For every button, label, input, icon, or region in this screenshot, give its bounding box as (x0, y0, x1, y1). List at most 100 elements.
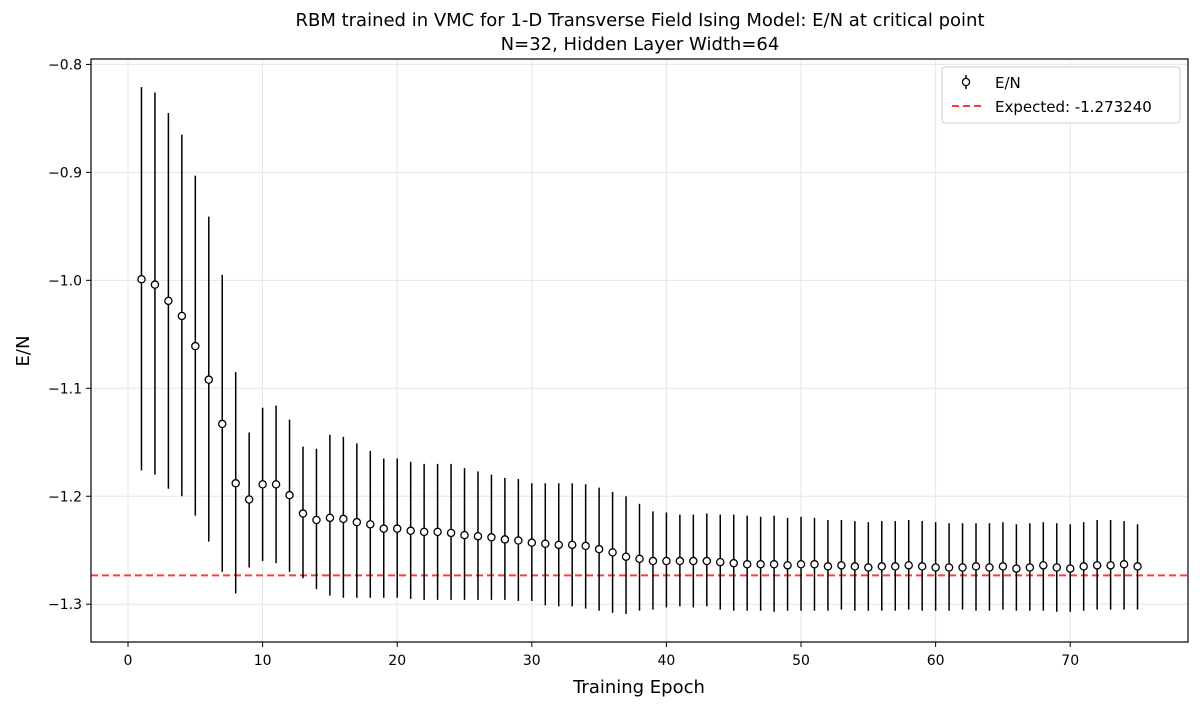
data-point (312, 515, 321, 525)
legend-label-series: E/N (995, 74, 1021, 92)
x-tick-label: 20 (388, 653, 406, 669)
data-point (352, 517, 362, 527)
data-point (406, 526, 415, 536)
x-tick-label: 60 (927, 653, 945, 669)
data-point (217, 419, 227, 429)
data-point (837, 561, 846, 570)
data-point (419, 527, 429, 537)
data-point (177, 311, 187, 321)
data-point (1106, 561, 1115, 570)
data-point (379, 524, 389, 533)
data-point (702, 556, 712, 566)
x-tick-label: 10 (254, 653, 272, 669)
data-point (608, 548, 617, 557)
data-point (1052, 563, 1062, 572)
grid (91, 59, 1188, 642)
legend-marker-icon (961, 77, 971, 87)
data-point (1092, 561, 1102, 570)
data-point (487, 533, 496, 542)
data-point (339, 514, 348, 524)
data-point (473, 531, 483, 541)
x-tick-label: 40 (658, 653, 676, 669)
y-tick-label: −0.9 (48, 165, 82, 181)
data-point (1119, 560, 1129, 569)
y-tick-label: −1.1 (48, 381, 82, 397)
data-point (392, 524, 402, 533)
y-tick-label: −0.8 (48, 57, 82, 73)
legend: E/N Expected: -1.273240 (941, 66, 1181, 124)
data-point (1065, 564, 1075, 573)
x-tick-label: 50 (792, 653, 810, 669)
data-point (662, 556, 671, 566)
data-point (1025, 563, 1035, 572)
data-point (931, 563, 940, 572)
data-point (823, 562, 833, 571)
data-point (298, 509, 308, 518)
data-point (514, 536, 523, 545)
x-tick-label: 30 (523, 653, 541, 669)
y-tick-label: −1.0 (48, 273, 82, 289)
data-point (716, 557, 725, 567)
data-point (285, 490, 294, 500)
data-point (150, 280, 160, 289)
data-point (581, 541, 590, 551)
data-point (904, 561, 913, 570)
data-point (850, 562, 860, 571)
data-point (890, 562, 900, 571)
chart-title: RBM trained in VMC for 1-D Transverse Fi… (295, 10, 984, 31)
data-point (985, 563, 994, 572)
data-point (877, 562, 887, 571)
data-point (917, 562, 927, 571)
y-tick-label: −1.2 (48, 489, 82, 505)
data-point (1133, 562, 1142, 571)
data-point (621, 552, 631, 561)
data-point (554, 540, 563, 550)
data-point (594, 544, 604, 554)
data-point (460, 530, 469, 540)
data-point (1012, 564, 1021, 573)
data-point (500, 535, 510, 544)
x-tick-label: 70 (1061, 653, 1079, 669)
data-point (164, 296, 173, 306)
data-point (1039, 561, 1048, 570)
data-point (810, 560, 819, 569)
data-point (783, 561, 792, 570)
data-point (958, 563, 967, 572)
data-point (769, 560, 779, 569)
x-axis-label: Training Epoch (572, 677, 705, 698)
y-axis-ticks: −1.3 −1.2 −1.1 −1.0 −0.9 −0.8 (48, 57, 91, 613)
data-point (796, 560, 806, 569)
plot-frame (90, 58, 1189, 643)
data-series (137, 87, 1142, 614)
data-point (137, 274, 146, 284)
data-point (325, 513, 335, 523)
data-point (231, 479, 240, 488)
legend-frame (941, 66, 1181, 124)
y-tick-label: −1.3 (48, 597, 82, 613)
data-point (635, 554, 644, 564)
data-point (756, 560, 765, 569)
data-point (446, 528, 456, 538)
data-point (675, 556, 685, 566)
data-point (527, 538, 537, 547)
data-point (864, 563, 873, 572)
x-tick-label: 0 (124, 653, 133, 669)
data-point (433, 527, 442, 537)
data-point (971, 562, 981, 571)
data-point (567, 540, 577, 550)
data-point (742, 560, 752, 569)
legend-label-expected: Expected: -1.273240 (995, 98, 1152, 116)
data-point (729, 558, 738, 568)
data-point (258, 480, 267, 489)
data-point (944, 563, 954, 572)
data-point (998, 562, 1008, 571)
data-point (541, 539, 550, 549)
data-point (1079, 562, 1088, 571)
data-point (204, 375, 214, 384)
chart-subtitle: N=32, Hidden Layer Width=64 (501, 34, 780, 55)
data-point (271, 480, 281, 489)
x-axis-ticks: 0 10 20 30 40 50 60 70 (124, 642, 1079, 669)
data-point (191, 341, 200, 351)
y-axis-label: E/N (13, 336, 34, 367)
